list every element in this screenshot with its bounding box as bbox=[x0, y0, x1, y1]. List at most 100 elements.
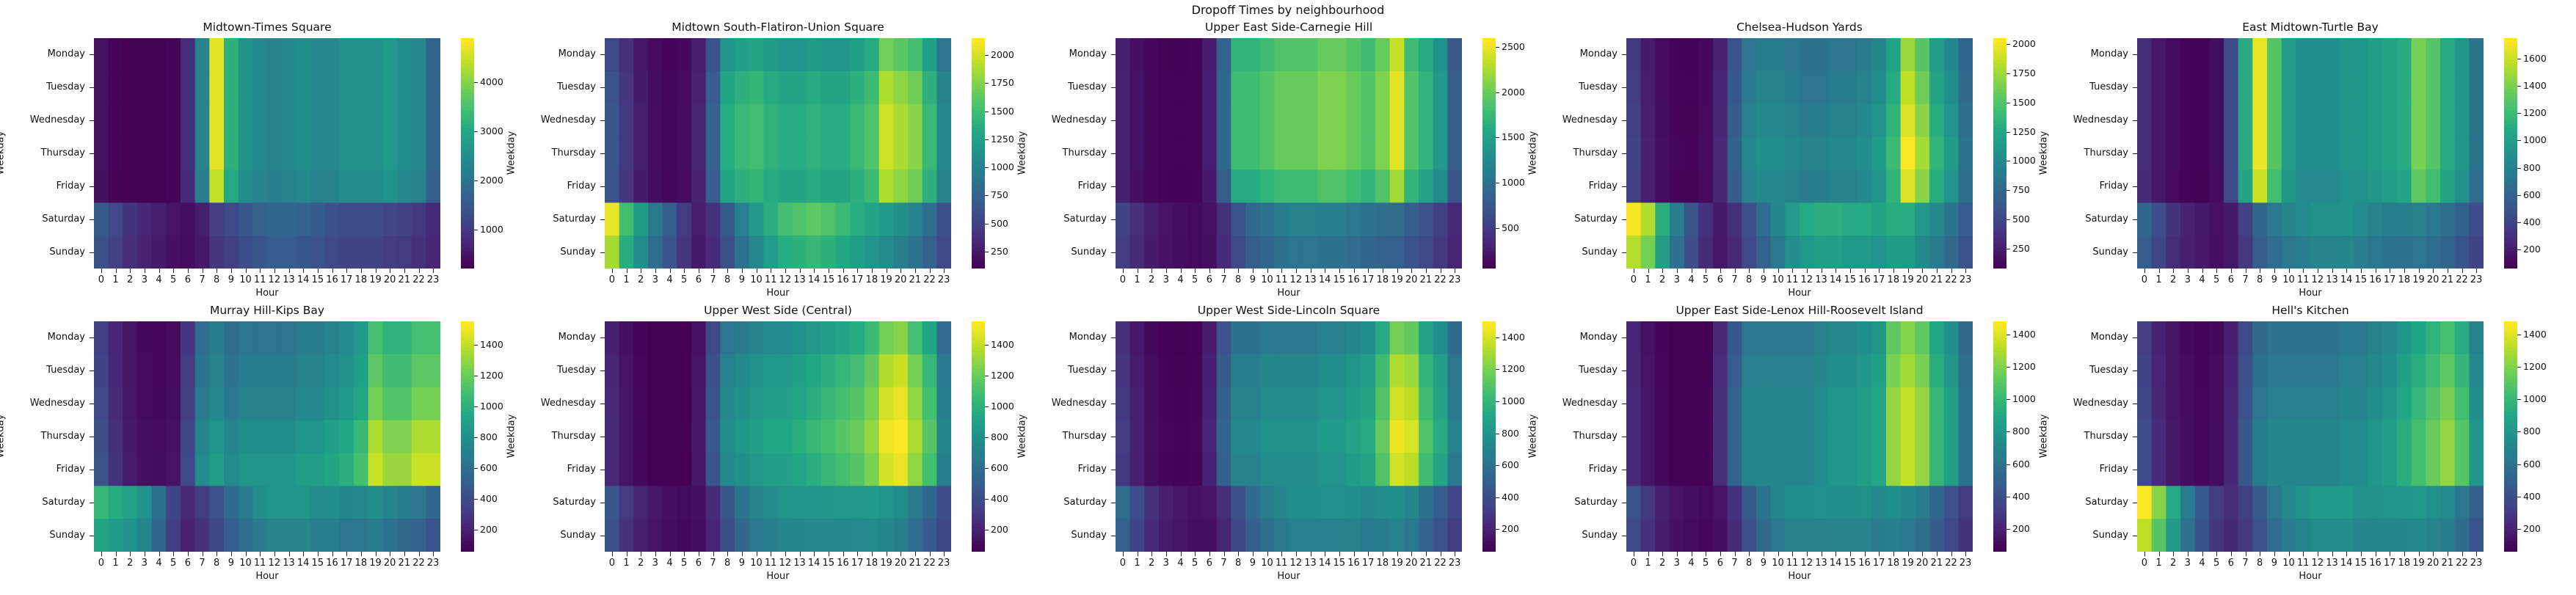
colorbar-segment bbox=[461, 332, 474, 337]
colorbar-tick-label: 1400 bbox=[2012, 328, 2036, 340]
colorbar-segment bbox=[1482, 400, 1496, 405]
hour-tick-label: 18 bbox=[1887, 274, 1900, 285]
heatmap-cell bbox=[151, 519, 167, 552]
hour-tick bbox=[914, 552, 916, 556]
heatmap-cell bbox=[2397, 354, 2412, 388]
heatmap-cell bbox=[1770, 169, 1786, 203]
colorbar-segment bbox=[461, 519, 474, 524]
colorbar-tick bbox=[2517, 167, 2521, 169]
heatmap-cell bbox=[2238, 202, 2253, 236]
heatmap-cell bbox=[1670, 453, 1685, 486]
heatmap-cell bbox=[2382, 236, 2398, 269]
colorbar-tick-label: 1500 bbox=[991, 105, 1014, 117]
heatmap-cell bbox=[633, 70, 649, 105]
heatmap-cell bbox=[720, 387, 735, 421]
heatmap-cell bbox=[1698, 519, 1714, 552]
colorbar-segment bbox=[1993, 433, 2006, 437]
heatmap-cell bbox=[1289, 70, 1304, 105]
colorbar-segment bbox=[1993, 178, 2006, 183]
colorbar-segment bbox=[972, 200, 985, 205]
colorbar-segment bbox=[972, 175, 985, 179]
heatmap-cell bbox=[807, 169, 822, 203]
hour-tick-label: 22 bbox=[923, 558, 936, 569]
heatmap-cell bbox=[137, 136, 153, 171]
colorbar-segment bbox=[2504, 88, 2517, 93]
heatmap-cell bbox=[1202, 136, 1218, 171]
colorbar-segment bbox=[972, 171, 985, 176]
heatmap-cell bbox=[1289, 486, 1304, 519]
weekday-tick-label: Thursday bbox=[1062, 147, 1107, 158]
heatmap-cell bbox=[1828, 169, 1844, 203]
heatmap-cell bbox=[2267, 486, 2282, 519]
colorbar bbox=[1482, 321, 1496, 552]
heatmap-cell bbox=[296, 136, 311, 171]
heatmap-cell bbox=[310, 169, 326, 203]
heatmap-cell bbox=[2397, 202, 2412, 236]
heatmap-cell bbox=[2324, 321, 2340, 355]
y-axis-label: Weekday bbox=[1016, 131, 1028, 175]
heatmap-cell bbox=[397, 169, 412, 203]
heatmap-cell bbox=[354, 354, 369, 388]
weekday-tick-label: Thursday bbox=[2084, 431, 2128, 442]
heatmap-cell bbox=[2440, 519, 2456, 552]
heatmap-cell bbox=[2426, 354, 2441, 388]
heatmap-cell bbox=[1770, 519, 1786, 552]
heatmap-cell bbox=[1419, 236, 1434, 269]
heatmap-cell bbox=[893, 202, 909, 236]
hour-tick bbox=[2418, 269, 2420, 273]
hour-tick-label: 7 bbox=[199, 558, 205, 569]
heatmap-cell bbox=[763, 202, 779, 236]
heatmap-cell bbox=[1159, 354, 1174, 388]
colorbar-segment bbox=[1993, 404, 2006, 409]
heatmap-cell bbox=[151, 453, 167, 486]
colorbar-tick-label: 2000 bbox=[991, 48, 1014, 60]
colorbar-segment bbox=[2504, 450, 2517, 456]
heatmap-cell bbox=[1259, 38, 1275, 72]
heatmap-cell bbox=[1317, 519, 1333, 552]
weekday-tick-label: Friday bbox=[567, 463, 596, 475]
heatmap-cell bbox=[411, 387, 426, 421]
hour-tick-label: 19 bbox=[1902, 274, 1914, 285]
heatmap-cell bbox=[1640, 453, 1656, 486]
colorbar-segment bbox=[461, 437, 474, 441]
colorbar-segment bbox=[1993, 243, 2006, 248]
heatmap-cell bbox=[382, 420, 398, 454]
heatmap-cell bbox=[1375, 387, 1391, 421]
colorbar-tick bbox=[985, 406, 989, 407]
hour-tick-label: 9 bbox=[1760, 558, 1767, 569]
hour-tick-label: 19 bbox=[369, 274, 382, 285]
heatmap-cell bbox=[382, 354, 398, 388]
colorbar-segment bbox=[1993, 512, 2006, 516]
hour-tick-label: 7 bbox=[199, 274, 205, 285]
colorbar-segment bbox=[461, 139, 474, 143]
colorbar-segment bbox=[2504, 332, 2517, 337]
heatmap-cell bbox=[2209, 236, 2224, 269]
heatmap-cell bbox=[1419, 38, 1434, 72]
heatmap-cell bbox=[1886, 354, 1902, 388]
heatmap-cell bbox=[1289, 38, 1304, 72]
heatmap-cell bbox=[2354, 169, 2369, 203]
heatmap-cell bbox=[835, 519, 851, 552]
heatmap-cell bbox=[1389, 519, 1405, 552]
heatmap-cell bbox=[310, 519, 326, 552]
heatmap-cell bbox=[1116, 354, 1131, 388]
heatmap-cell bbox=[1813, 354, 1829, 388]
heatmap-cell bbox=[267, 70, 283, 105]
heatmap-cell bbox=[339, 169, 354, 203]
colorbar-segment bbox=[2504, 103, 2517, 107]
heatmap-cell bbox=[1187, 486, 1203, 519]
weekday-tick-label: Friday bbox=[1077, 180, 1107, 191]
hour-tick-label: 20 bbox=[2426, 558, 2439, 569]
heatmap-cell bbox=[778, 519, 793, 552]
hour-tick bbox=[2230, 552, 2232, 556]
heatmap-cell bbox=[397, 136, 412, 171]
heatmap-cell bbox=[151, 38, 167, 72]
colorbar-segment bbox=[1482, 497, 1496, 502]
weekday-tick-label: Saturday bbox=[553, 496, 596, 508]
heatmap-cell bbox=[2397, 169, 2412, 203]
heatmap-cell bbox=[619, 38, 634, 72]
colorbar-segment bbox=[1482, 135, 1496, 139]
heatmap-cell bbox=[2137, 453, 2153, 486]
heatmap-cell bbox=[2180, 70, 2196, 105]
colorbar-segment bbox=[2504, 418, 2517, 423]
